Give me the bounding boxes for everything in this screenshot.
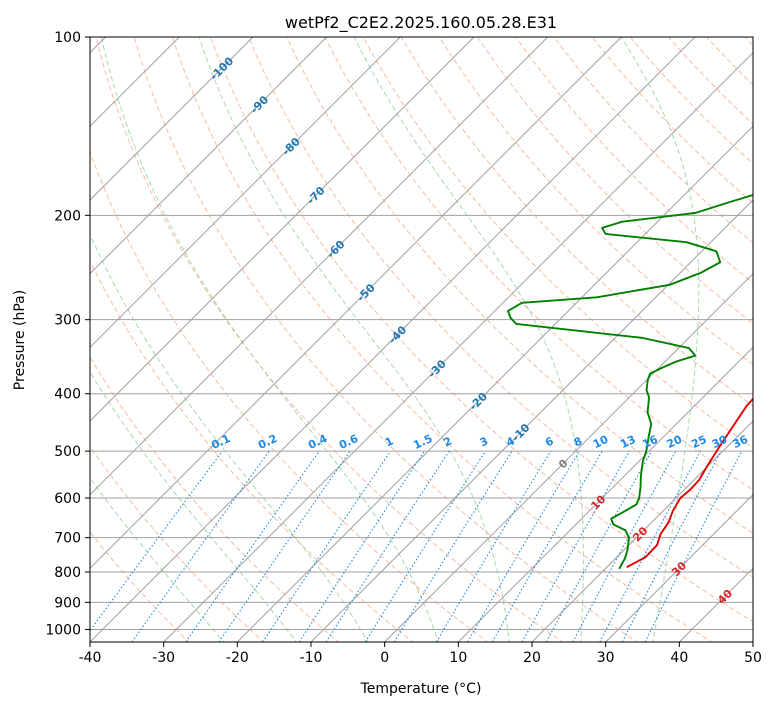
plot-area	[90, 37, 753, 642]
moist-adiabat	[100, 37, 439, 642]
mixing-ratio-line	[90, 450, 223, 632]
dry-adiabat	[171, 37, 713, 642]
isotherm	[605, 493, 753, 642]
x-tick-label: -40	[79, 650, 102, 666]
mixing-ratio-label: 20	[665, 433, 685, 451]
y-tick-label: 400	[54, 387, 81, 403]
dry-adiabat	[286, 37, 753, 534]
mixing-ratio-line	[644, 450, 743, 642]
y-tick-label: 300	[54, 313, 81, 329]
x-axis-label: Temperature (°C)	[360, 681, 482, 697]
mixing-ratio-line	[262, 450, 392, 642]
isotherm	[90, 37, 475, 422]
y-tick-label: 600	[54, 491, 81, 507]
isotherm	[310, 199, 753, 642]
mixing-ratio-line	[521, 450, 630, 642]
y-axis-label: Pressure (hPa)	[12, 290, 28, 390]
moist-adiabat	[353, 37, 584, 642]
mixing-ratio-label: 16	[640, 433, 660, 451]
isotherm	[163, 51, 753, 642]
x-tick-label: 10	[449, 650, 467, 666]
x-tick-label: 40	[670, 650, 688, 666]
dry-adiabat	[362, 37, 753, 449]
dewpoint-profile	[507, 193, 753, 570]
isotherm	[384, 272, 753, 642]
x-tick-label: 50	[744, 650, 762, 666]
moist-adiabat	[90, 370, 297, 642]
mixing-ratio-label: 30	[710, 433, 730, 451]
mixing-ratio-line	[435, 450, 552, 642]
mixing-ratio-label: 13	[618, 433, 637, 451]
mixing-ratio-line	[572, 450, 677, 642]
x-tick-label: 0	[380, 650, 389, 666]
temperature-profile	[626, 397, 753, 568]
plot-frame	[89, 36, 754, 643]
mixing-ratio-line	[131, 450, 270, 642]
y-tick-label: 900	[54, 595, 81, 611]
isotherm	[90, 37, 328, 275]
mixing-ratio-line	[545, 450, 653, 642]
mixing-ratio-line	[218, 450, 351, 642]
profile-lines	[507, 193, 753, 570]
dry-adiabat	[90, 259, 414, 642]
mixing-ratio-label: 10	[591, 433, 611, 451]
x-tick-label: -20	[226, 650, 249, 666]
x-tick-label: 20	[523, 650, 541, 666]
isotherm	[236, 125, 753, 642]
isotherm	[90, 37, 549, 496]
dry-adiabat	[209, 37, 753, 623]
moist-adiabat	[198, 37, 510, 642]
mixing-ratio-line	[599, 450, 702, 642]
mixing-ratio-line	[325, 450, 450, 642]
moist-adiabat	[620, 37, 700, 642]
x-tick-label: 30	[597, 650, 615, 666]
axis-ticks: -40 -30 -20 -10 0 10 20 30 40 50 100 200 300 400 500 60…	[45, 30, 762, 666]
y-tick-label: 1000	[45, 622, 81, 638]
moist-adiabat	[90, 476, 225, 642]
dry-adiabat	[90, 150, 489, 642]
isotherm	[90, 37, 401, 349]
mixing-ratio-line	[298, 450, 425, 642]
moist-adiabat	[90, 233, 369, 642]
mixing-ratio-line	[621, 450, 722, 642]
x-tick-label: -10	[300, 650, 323, 666]
x-tick-label: -30	[152, 650, 175, 666]
y-tick-label: 700	[54, 531, 81, 547]
isotherm	[457, 346, 753, 642]
isotherm	[90, 37, 622, 570]
dry-adiabat	[90, 445, 265, 642]
y-tick-label: 200	[54, 208, 81, 224]
mixing-ratio-label: 25	[689, 433, 708, 451]
chart-title: wetPf2_C2E2.2025.160.05.28.E31	[285, 13, 557, 33]
y-tick-label: 800	[54, 565, 81, 581]
mixing-ratio-line	[467, 450, 580, 642]
dry-adiabat	[95, 37, 564, 642]
mixing-ratio-label: 36	[731, 433, 751, 451]
dry-adiabat	[438, 37, 753, 366]
y-tick-label: 100	[54, 30, 81, 46]
y-tick-label: 500	[54, 444, 81, 460]
mixing-ratio-line	[364, 450, 486, 642]
isotherm	[90, 37, 254, 201]
isotherm	[531, 420, 753, 642]
isotherm	[90, 37, 696, 642]
mixing-ratio-line	[491, 450, 603, 642]
